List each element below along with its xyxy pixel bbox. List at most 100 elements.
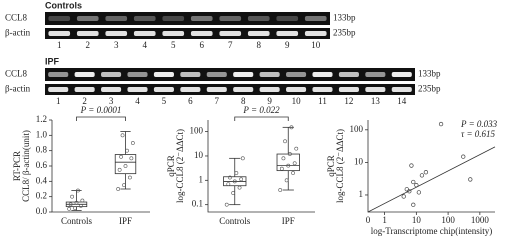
y-tick-label: 1 bbox=[199, 174, 204, 184]
gel-band bbox=[304, 31, 327, 36]
y-axis-label: qPCR bbox=[166, 155, 176, 177]
point bbox=[401, 194, 406, 199]
point bbox=[68, 202, 73, 207]
lane-number: 2 bbox=[86, 40, 91, 50]
gel-band bbox=[276, 31, 299, 36]
lane-number: 11 bbox=[318, 96, 327, 106]
y-tick-label: 0.4 bbox=[36, 175, 48, 185]
point bbox=[224, 202, 229, 207]
gel-band bbox=[180, 72, 201, 77]
y-tick-label: 10 bbox=[194, 150, 204, 160]
point bbox=[76, 188, 80, 193]
gel-band bbox=[338, 72, 359, 77]
point bbox=[411, 202, 416, 207]
gel-band bbox=[233, 87, 254, 92]
gel-band bbox=[48, 87, 69, 92]
lane-number: 5 bbox=[171, 40, 176, 50]
y-axis-label: CCL8/ β-actin(unit) bbox=[21, 130, 31, 202]
gel-row-label: β-actin bbox=[5, 28, 31, 38]
gel-row-label: β-actin bbox=[5, 84, 31, 94]
point bbox=[281, 156, 286, 161]
gel-band bbox=[105, 16, 128, 21]
axes bbox=[207, 120, 315, 213]
point bbox=[73, 206, 77, 211]
point bbox=[74, 200, 79, 205]
y-tick-label: 100 bbox=[190, 126, 204, 136]
point bbox=[279, 166, 284, 171]
gel-band bbox=[74, 72, 95, 77]
y-tick-label: 1 bbox=[359, 189, 364, 199]
gel-band bbox=[190, 31, 213, 36]
gel-band bbox=[153, 72, 174, 77]
gel-band bbox=[219, 16, 242, 21]
gel-band bbox=[101, 87, 122, 92]
point bbox=[125, 148, 129, 153]
point bbox=[79, 203, 83, 208]
point bbox=[119, 154, 123, 159]
gel-band bbox=[259, 72, 280, 77]
lane-number: 8 bbox=[241, 96, 246, 106]
p-value: P = 0.022 bbox=[242, 105, 280, 115]
gel-band bbox=[219, 31, 242, 36]
gel-band bbox=[101, 72, 122, 77]
y-tick-label: 10 bbox=[354, 156, 364, 166]
gel-band bbox=[338, 87, 359, 92]
significance-bracket bbox=[234, 116, 289, 121]
box bbox=[114, 154, 137, 175]
lane-number: 13 bbox=[371, 96, 381, 106]
point bbox=[232, 179, 237, 184]
gel-band bbox=[133, 31, 156, 36]
point bbox=[291, 171, 295, 175]
lane-number: 12 bbox=[344, 96, 353, 106]
gel-band bbox=[206, 72, 227, 77]
point bbox=[411, 179, 416, 185]
gel-band bbox=[105, 31, 128, 36]
point bbox=[128, 175, 132, 180]
lane-number: 14 bbox=[397, 96, 407, 106]
gel-band bbox=[162, 31, 185, 36]
x-axis-label: log-Transcriptome chip(intensity) bbox=[371, 226, 492, 236]
point bbox=[407, 189, 412, 194]
point bbox=[123, 164, 128, 168]
point bbox=[122, 183, 126, 188]
gel-band bbox=[247, 31, 270, 36]
point bbox=[409, 163, 414, 168]
gel-row-label: CCL8 bbox=[5, 13, 28, 23]
gel-band bbox=[312, 87, 333, 92]
point bbox=[461, 154, 466, 159]
gel-title: Controls bbox=[45, 0, 82, 10]
point bbox=[278, 188, 283, 192]
gel-band bbox=[206, 87, 227, 92]
gel-band bbox=[304, 16, 327, 21]
point bbox=[117, 167, 122, 172]
gel-lane-strip bbox=[45, 84, 415, 95]
gel-band bbox=[127, 87, 148, 92]
point bbox=[237, 185, 242, 190]
point bbox=[284, 178, 289, 183]
significance-bracket bbox=[76, 116, 126, 121]
gel-band bbox=[48, 16, 71, 21]
lane-number: 10 bbox=[311, 40, 321, 50]
point bbox=[438, 121, 444, 127]
lane-number: 9 bbox=[267, 96, 272, 106]
gel-band bbox=[180, 87, 201, 92]
point bbox=[416, 190, 422, 195]
point bbox=[468, 177, 473, 182]
point bbox=[294, 146, 299, 151]
x-origin-label: 0 bbox=[366, 215, 371, 225]
point bbox=[80, 198, 85, 203]
gel-band bbox=[48, 31, 71, 36]
point bbox=[239, 177, 244, 182]
lane-number: 4 bbox=[135, 96, 140, 106]
point bbox=[67, 207, 72, 211]
y-axis-label: RT-PCR bbox=[12, 151, 22, 181]
point bbox=[120, 133, 125, 138]
point bbox=[292, 161, 297, 166]
lane-number: 7 bbox=[228, 40, 233, 50]
point bbox=[70, 194, 74, 199]
lane-number: 1 bbox=[56, 96, 61, 106]
p-value: P = 0.0001 bbox=[80, 105, 122, 115]
point bbox=[226, 182, 231, 186]
point bbox=[240, 156, 245, 161]
